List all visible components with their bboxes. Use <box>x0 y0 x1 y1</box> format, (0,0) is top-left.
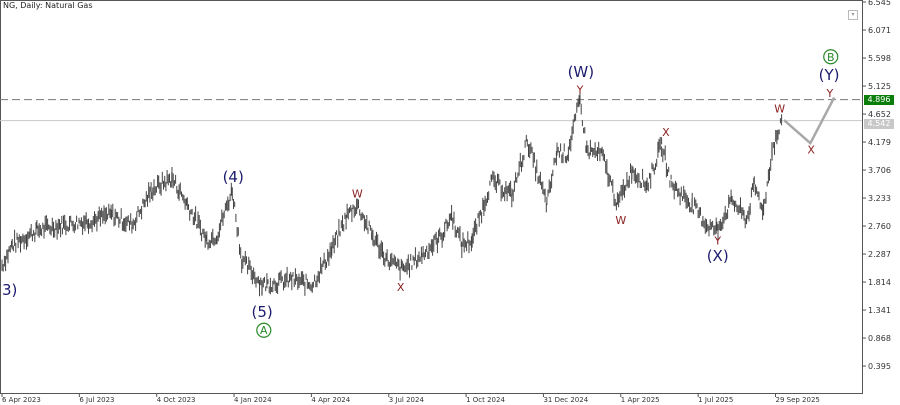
wave-label-minor: W <box>352 188 363 201</box>
wave-label-B: B <box>827 51 835 64</box>
plot-frame <box>0 0 863 394</box>
wave-label-major: (5) <box>251 303 272 321</box>
x-tick-label: 6 Apr 2023 <box>2 396 41 404</box>
chart-title: NG, Daily: Natural Gas <box>3 1 93 10</box>
y-tick-label: 2.760 <box>868 222 891 231</box>
y-tick-label: 6.071 <box>868 26 891 35</box>
y-tick-label: 2.287 <box>868 250 891 259</box>
x-tick-label: 31 Dec 2024 <box>543 396 588 404</box>
price-bars <box>1 90 783 297</box>
wave-label-major: (4) <box>223 168 244 186</box>
wave-label-minor: X <box>662 126 670 139</box>
y-tick-label: 0.395 <box>868 362 891 371</box>
x-tick-label: 4 Apr 2024 <box>311 396 350 404</box>
wave-label-minor: Y <box>713 234 721 247</box>
projection-path <box>783 97 836 146</box>
wave-label-minor: X <box>397 281 405 294</box>
wave-label-minor: X <box>807 144 815 157</box>
wave-label-A: A <box>260 324 268 337</box>
wave-label-minor: Y <box>826 87 834 100</box>
chart-shift-button[interactable]: ▾ <box>848 10 858 20</box>
wave-circle-marker <box>256 322 272 338</box>
wave-label-major: (X) <box>707 247 729 265</box>
y-tick-label: 5.125 <box>868 82 891 91</box>
wave-circle-marker <box>823 49 839 65</box>
y-tick-label: 4.652 <box>868 110 891 119</box>
x-tick-label: 1 Apr 2025 <box>621 396 660 404</box>
wave-label-major: 3) <box>2 281 17 299</box>
y-tick-label: 1.814 <box>868 278 891 287</box>
y-tick-label: 3.233 <box>868 194 891 203</box>
y-tick-label: 4.179 <box>868 138 891 147</box>
x-tick-label: 4 Oct 2023 <box>157 396 196 404</box>
wave-label-major: (Y) <box>819 66 840 84</box>
x-tick-label: 3 Jul 2024 <box>389 396 425 404</box>
y-tick-label: 1.341 <box>868 306 891 315</box>
wave-label-minor: W <box>774 102 785 115</box>
x-tick-label: 1 Oct 2024 <box>466 396 505 404</box>
x-tick-label: 1 Jul 2025 <box>698 396 733 404</box>
y-tick-label: 0.868 <box>868 334 891 343</box>
x-tick-label: 4 Jan 2024 <box>234 396 272 404</box>
resistance-price-tag: 4.896 <box>864 94 894 105</box>
x-tick-label: 29 Sep 2025 <box>776 396 820 404</box>
wave-label-major: (W) <box>568 63 595 81</box>
wave-label-minor: Y <box>576 83 584 96</box>
y-tick-label: 6.545 <box>868 0 891 7</box>
y-tick-label: 3.706 <box>868 166 891 175</box>
y-tick-label: 5.598 <box>868 54 891 63</box>
current-price-tag: 4.542 <box>864 119 894 130</box>
wave-label-minor: W <box>615 214 626 227</box>
x-tick-label: 6 Jul 2023 <box>79 396 114 404</box>
